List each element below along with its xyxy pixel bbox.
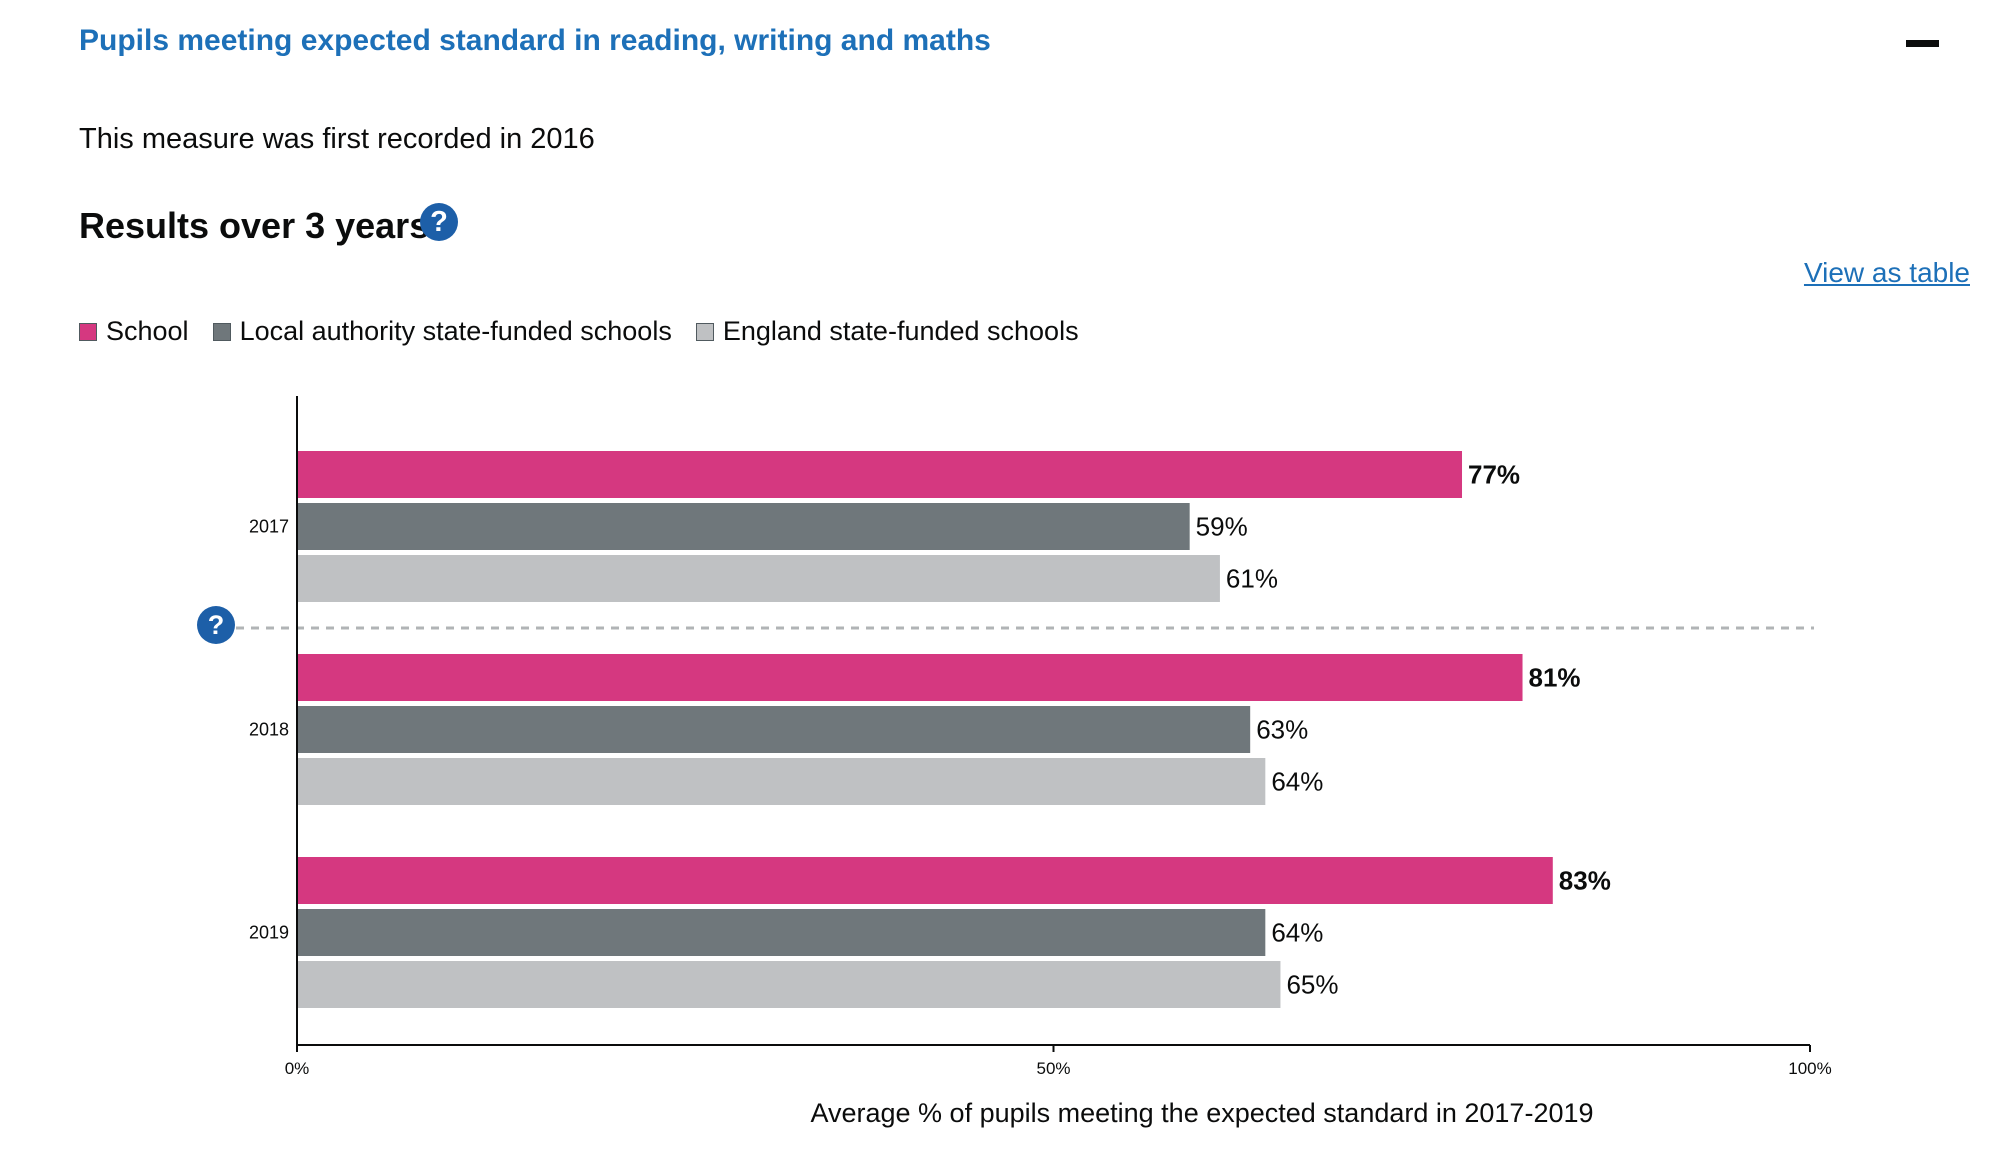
bar-england-state-funded-schools-2019 <box>297 961 1281 1008</box>
measure-title-link[interactable]: Pupils meeting expected standard in read… <box>79 24 991 57</box>
y-tick-label-2017: 2017 <box>249 517 289 537</box>
data-label-local-authority-state-funded-schools-2017: 59% <box>1196 512 1248 542</box>
bar-local-authority-state-funded-schools-2019 <box>297 909 1266 956</box>
bar-school-2019 <box>297 857 1553 904</box>
bar-school-2017 <box>297 451 1463 498</box>
bar-england-state-funded-schools-2017 <box>297 555 1220 602</box>
chart-legend: School Local authority state-funded scho… <box>79 316 1103 347</box>
y-tick-label-2019: 2019 <box>249 923 289 943</box>
data-label-england-state-funded-schools-2019: 65% <box>1286 970 1338 1000</box>
legend-swatch-school <box>79 322 97 341</box>
bar-local-authority-state-funded-schools-2017 <box>297 503 1190 550</box>
data-label-school-2018: 81% <box>1529 663 1581 693</box>
intro-text: This measure was first recorded in 2016 <box>79 123 595 155</box>
view-as-table-link[interactable]: View as table <box>1803 257 1970 288</box>
legend-item-school: School <box>79 316 189 347</box>
legend-swatch-england <box>695 322 714 341</box>
x-tick-label-0: 0% <box>285 1059 310 1078</box>
bar-school-2018 <box>297 654 1523 701</box>
data-label-england-state-funded-schools-2018: 64% <box>1271 767 1323 797</box>
section-heading: Results over 3 years <box>79 205 430 246</box>
legend-label-school: School <box>106 316 189 346</box>
legend-item-local-authority: Local authority state-funded schools <box>212 316 672 347</box>
bar-england-state-funded-schools-2018 <box>297 758 1266 805</box>
legend-swatch-local-authority <box>212 322 231 341</box>
data-label-england-state-funded-schools-2017: 61% <box>1226 564 1278 594</box>
legend-item-england: England state-funded schools <box>695 316 1079 347</box>
data-label-local-authority-state-funded-schools-2018: 63% <box>1256 715 1308 745</box>
x-tick-label-2: 100% <box>1788 1059 1831 1078</box>
data-label-local-authority-state-funded-schools-2019: 64% <box>1271 918 1323 948</box>
data-label-school-2019: 83% <box>1559 866 1611 896</box>
x-axis-title: Average % of pupils meeting the expected… <box>810 1098 1594 1128</box>
data-label-school-2017: 77% <box>1468 460 1520 490</box>
bar-local-authority-state-funded-schools-2018 <box>297 706 1251 753</box>
legend-label-local-authority: Local authority state-funded schools <box>239 316 672 346</box>
legend-label-england: England state-funded schools <box>722 316 1079 346</box>
divider-help-icon[interactable]: ? <box>197 606 235 644</box>
x-tick-label-1: 50% <box>1036 1059 1070 1078</box>
y-tick-label-2018: 2018 <box>249 720 289 740</box>
help-icon[interactable]: ? <box>420 203 458 241</box>
collapse-minus-icon[interactable] <box>1906 40 1939 47</box>
